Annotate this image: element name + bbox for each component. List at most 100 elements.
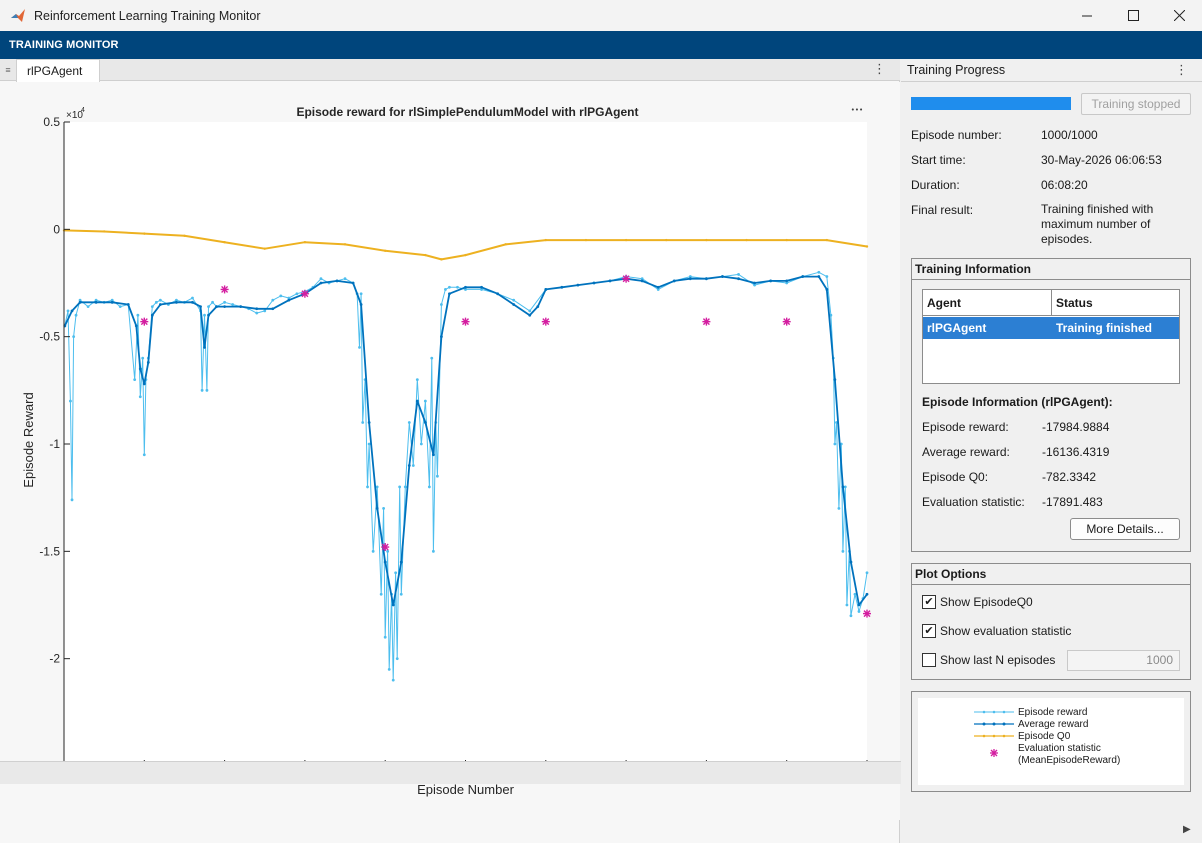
y-exponent-power: 4 (81, 107, 85, 114)
maximize-button[interactable] (1110, 0, 1156, 31)
episode-reward-point (70, 498, 74, 502)
average-reward-point (134, 324, 138, 328)
average-reward-point (407, 464, 411, 467)
status-cell: Training finished (1056, 321, 1153, 335)
episode-reward-point (138, 395, 142, 399)
episode-reward-point (448, 285, 451, 289)
collapse-panel-icon[interactable]: ▶ (1183, 824, 1191, 835)
average-reward-point (191, 300, 194, 304)
average-reward-point (825, 288, 829, 291)
show-last-n-option[interactable]: Show last N episodes (922, 653, 1055, 667)
average-reward-point (351, 281, 355, 285)
average-reward-point (737, 277, 740, 281)
episode-reward-point (737, 273, 740, 276)
average-reward-point (415, 399, 419, 403)
chart-title: Episode reward for rlSimplePendulumModel… (296, 105, 638, 119)
table-row[interactable]: rlPGAgent Training finished (923, 317, 1179, 339)
evaluation-statistic-marker (461, 317, 470, 326)
average-reward-point (849, 560, 853, 564)
average-reward-point (592, 281, 596, 285)
agent-cell: rlPGAgent (927, 321, 987, 335)
average-reward-point (705, 277, 708, 281)
episode-reward-point (205, 388, 209, 392)
episode-q0-point (303, 241, 307, 244)
toolstrip-tab-training-monitor[interactable]: TRAINING MONITOR (9, 39, 119, 51)
reward-chart[interactable]: Episode reward for rlSimplePendulumModel… (0, 82, 900, 820)
minimize-button[interactable] (1064, 0, 1110, 31)
episode-reward-point (391, 678, 395, 682)
episode-reward-point (843, 485, 847, 489)
episode-reward-point (200, 388, 204, 392)
episode-information-title: Episode Information (rlPGAgent): (922, 395, 1113, 409)
show-episodeq0-checkbox[interactable]: ✔ (922, 595, 936, 609)
episode-q0-value: -782.3342 (1042, 470, 1097, 484)
episode-reward-point (837, 507, 841, 510)
legend-swatches (974, 710, 1014, 757)
episode-reward-point (141, 356, 145, 360)
tab-rlpgagent[interactable]: rlPGAgent (16, 59, 100, 82)
episode-q0-point (825, 238, 829, 242)
training-information-group: Training Information Agent Status rlPGAg… (911, 258, 1191, 552)
evaluation-statistic-marker (541, 317, 550, 326)
average-reward-point (688, 277, 692, 281)
average-reward-point (70, 309, 74, 313)
more-details-button[interactable]: More Details... (1070, 518, 1180, 540)
evaluation-statistic-value: -17891.483 (1042, 495, 1103, 509)
show-last-n-checkbox[interactable] (922, 653, 936, 667)
start-time-value: 30-May-2026 06:06:53 (1041, 153, 1162, 167)
legend-label-mean-episode-reward: (MeanEpisodeReward) (1018, 755, 1121, 766)
legend-label-evaluation-statistic: Evaluation statistic (1018, 743, 1101, 754)
episode-reward-point (430, 356, 434, 360)
episode-reward-point (69, 399, 72, 403)
episode-reward-point (403, 485, 407, 489)
grip-icon[interactable]: ≡ (5, 65, 11, 75)
legend-label-average-reward: Average reward (1018, 719, 1089, 730)
horizontal-ellipsis-icon[interactable]: ••• (851, 106, 863, 114)
episode-reward-point (366, 485, 369, 489)
episode-reward-point (849, 614, 853, 618)
episode-reward-point (785, 281, 789, 285)
column-header-agent[interactable]: Agent (923, 290, 1052, 316)
vertical-ellipsis-icon[interactable]: ⋮ (1175, 62, 1188, 77)
plot-container: Episode reward for rlSimplePendulumModel… (0, 82, 900, 820)
group-divider (912, 584, 1190, 585)
episode-reward-point (66, 309, 70, 313)
average-reward-point (94, 300, 98, 304)
last-n-episodes-input[interactable]: 1000 (1067, 650, 1180, 671)
episode-reward-point (841, 549, 845, 553)
episode-reward-point (829, 313, 833, 317)
episode-reward-point (480, 288, 483, 291)
close-button[interactable] (1156, 0, 1202, 31)
panel-header: Training Progress ⋮ (901, 59, 1202, 82)
column-header-status[interactable]: Status (1052, 290, 1179, 316)
average-reward-point (359, 303, 363, 306)
episode-reward-point (411, 464, 415, 467)
average-reward-point (440, 335, 443, 339)
average-reward-point (544, 288, 548, 291)
show-episodeq0-option[interactable]: ✔ Show EpisodeQ0 (922, 595, 1033, 609)
plot-options-title: Plot Options (915, 567, 987, 581)
average-reward-point (536, 305, 540, 309)
episode-reward-point (379, 592, 383, 596)
training-progress-bar (911, 97, 1071, 110)
episode-reward-point (287, 296, 291, 300)
group-divider (912, 279, 1190, 280)
average-reward-point (672, 279, 676, 283)
average-reward-point (608, 279, 612, 283)
y-tick-label: 0.5 (43, 115, 60, 129)
average-reward-point (769, 279, 773, 283)
show-evaluation-option[interactable]: ✔ Show evaluation statistic (922, 624, 1071, 638)
episode-reward-point (223, 300, 227, 304)
y-axis-label: Episode Reward (21, 392, 36, 487)
training-stopped-button[interactable]: Training stopped (1081, 93, 1191, 115)
show-evaluation-checkbox[interactable]: ✔ (922, 624, 936, 638)
episode-q0-point (705, 238, 708, 242)
episode-reward-point (407, 421, 411, 424)
marker-stroke (863, 610, 871, 618)
episode-reward-point (191, 296, 194, 300)
episode-reward-point (440, 303, 443, 306)
episode-reward-point (367, 442, 371, 446)
episode-reward-point (319, 277, 323, 281)
vertical-ellipsis-icon[interactable]: ⋮ (873, 61, 886, 76)
average-reward-point (287, 298, 291, 302)
